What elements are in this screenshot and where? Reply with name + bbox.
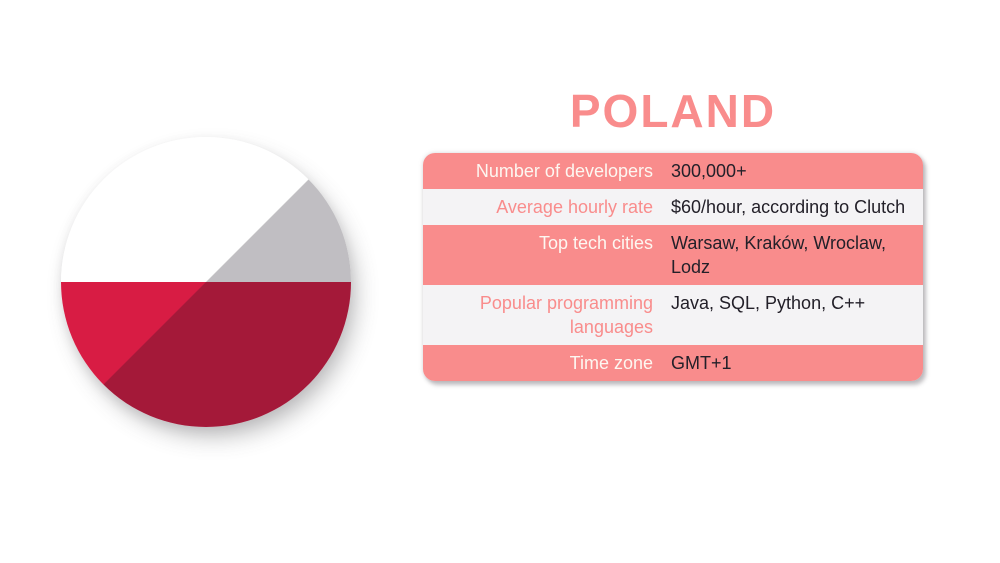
table-row-time-zone: Time zone GMT+1 [423, 345, 923, 381]
page-title: POLAND [569, 85, 777, 137]
row-label: Time zone [569, 353, 653, 373]
table-row-number-of-developers: Number of developers 300,000+ [423, 153, 923, 189]
row-label: Popular programming languages [479, 293, 653, 337]
row-value: Java, SQL, Python, C++ [671, 293, 866, 313]
row-label: Number of developers [475, 161, 653, 181]
flag-diagonal-shade [61, 137, 351, 427]
table-row-average-hourly-rate: Average hourly rate $60/hour, according … [423, 189, 923, 225]
row-label: Average hourly rate [496, 197, 653, 217]
table-row-popular-programming-languages: Popular programming languages Java, SQL,… [423, 285, 923, 345]
poland-flag-icon [61, 137, 351, 427]
info-table: Number of developers 300,000+ Average ho… [423, 153, 923, 381]
flag-container [61, 137, 351, 427]
row-value: Warsaw, Kraków, Wroclaw, Lodz [671, 233, 887, 277]
table-row-top-tech-cities: Top tech cities Warsaw, Kraków, Wroclaw,… [423, 225, 923, 285]
row-value: GMT+1 [671, 353, 732, 373]
row-label: Top tech cities [538, 233, 653, 253]
row-value: $60/hour, according to Clutch [671, 197, 906, 217]
row-value: 300,000+ [671, 161, 747, 181]
